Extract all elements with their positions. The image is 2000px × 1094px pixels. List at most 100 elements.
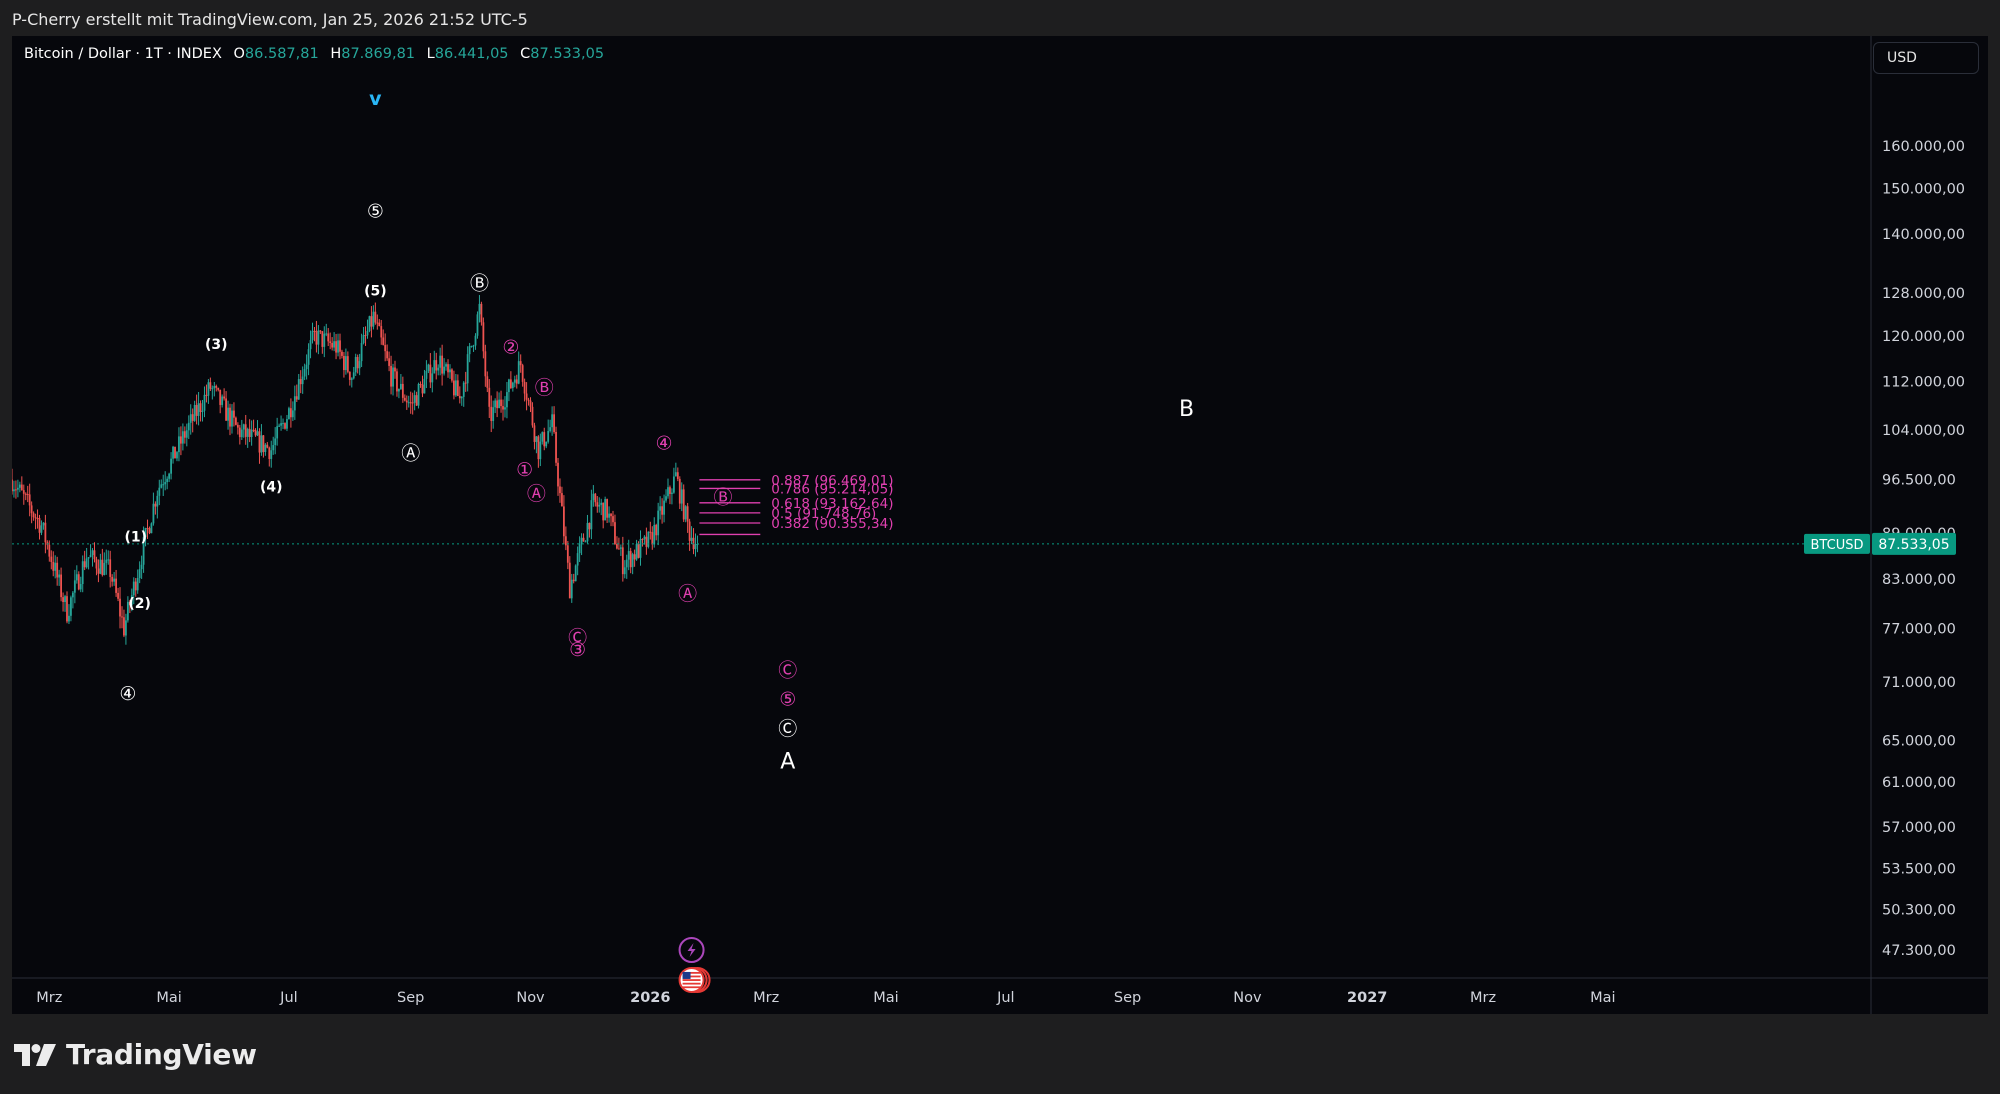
candle[interactable] <box>146 519 149 539</box>
candle[interactable] <box>527 397 530 406</box>
candle[interactable] <box>417 382 420 409</box>
candle[interactable] <box>492 400 495 429</box>
candle[interactable] <box>117 587 119 602</box>
candle[interactable] <box>211 385 214 400</box>
candle[interactable] <box>449 364 451 379</box>
candle[interactable] <box>215 384 218 392</box>
candle[interactable] <box>525 382 528 411</box>
candle[interactable] <box>197 391 200 426</box>
candle[interactable] <box>337 333 339 357</box>
candle[interactable] <box>89 544 92 558</box>
candle[interactable] <box>612 510 614 527</box>
candle[interactable] <box>71 591 74 609</box>
candle[interactable] <box>327 328 330 347</box>
candle[interactable] <box>604 496 607 521</box>
candle[interactable] <box>441 344 444 386</box>
candle[interactable] <box>227 400 229 430</box>
candle[interactable] <box>539 433 542 467</box>
candle[interactable] <box>464 371 467 392</box>
candle[interactable] <box>266 442 269 449</box>
candle[interactable] <box>568 556 571 599</box>
candle[interactable] <box>256 420 259 437</box>
candle[interactable] <box>152 492 155 526</box>
candle[interactable] <box>627 539 630 571</box>
candle[interactable] <box>692 528 695 555</box>
candle[interactable] <box>274 427 277 455</box>
currency-selector[interactable]: USD <box>1873 42 1979 74</box>
wave-label[interactable]: Ⓑ <box>470 273 489 295</box>
candle[interactable] <box>362 326 365 345</box>
candle[interactable] <box>629 547 632 574</box>
candle[interactable] <box>407 395 410 408</box>
candle[interactable] <box>608 506 610 523</box>
candle[interactable] <box>105 549 108 575</box>
candle[interactable] <box>531 402 534 428</box>
candle[interactable] <box>166 476 169 490</box>
candle[interactable] <box>458 386 461 404</box>
candle[interactable] <box>667 478 669 499</box>
candle[interactable] <box>466 346 469 392</box>
candle[interactable] <box>158 479 161 506</box>
candle[interactable] <box>288 406 290 420</box>
candle[interactable] <box>472 344 475 352</box>
candle[interactable] <box>456 374 459 397</box>
candle[interactable] <box>205 384 208 403</box>
candle[interactable] <box>311 322 314 344</box>
candle[interactable] <box>384 333 387 362</box>
candle[interactable] <box>64 594 66 612</box>
candle[interactable] <box>223 388 226 401</box>
candle[interactable] <box>370 306 373 338</box>
candle[interactable] <box>435 352 438 380</box>
candle[interactable] <box>382 329 385 346</box>
candle[interactable] <box>623 560 626 579</box>
candle[interactable] <box>553 406 555 434</box>
candle[interactable] <box>238 424 241 445</box>
candle[interactable] <box>121 606 123 629</box>
candle[interactable] <box>671 488 673 505</box>
candle[interactable] <box>189 404 192 435</box>
candle[interactable] <box>276 417 279 446</box>
candle[interactable] <box>682 484 685 522</box>
candle[interactable] <box>20 476 23 491</box>
candle[interactable] <box>209 377 212 391</box>
candle[interactable] <box>87 557 90 570</box>
candle[interactable] <box>460 396 463 406</box>
candle[interactable] <box>268 446 271 467</box>
candle[interactable] <box>79 576 82 593</box>
candle[interactable] <box>70 595 72 622</box>
candle[interactable] <box>150 522 153 534</box>
candle[interactable] <box>115 569 117 597</box>
candle[interactable] <box>570 573 573 603</box>
candle[interactable] <box>185 423 188 447</box>
wave-label[interactable]: ④ <box>119 683 136 705</box>
candle[interactable] <box>24 492 27 501</box>
candle[interactable] <box>590 489 593 540</box>
candle[interactable] <box>18 481 21 493</box>
candle[interactable] <box>360 333 363 367</box>
candle[interactable] <box>686 502 689 533</box>
candle[interactable] <box>138 561 141 584</box>
candle[interactable] <box>504 396 506 418</box>
candle[interactable] <box>561 486 563 507</box>
candle[interactable] <box>119 587 121 629</box>
wave-label[interactable]: ⑤ <box>367 201 384 223</box>
wave-label[interactable]: ④ <box>656 433 673 455</box>
candle[interactable] <box>409 391 412 414</box>
candle[interactable] <box>317 325 320 355</box>
candle[interactable] <box>260 424 263 456</box>
candle[interactable] <box>284 422 286 430</box>
candle[interactable] <box>639 530 642 566</box>
candle[interactable] <box>509 371 512 390</box>
candle[interactable] <box>352 366 355 380</box>
candle[interactable] <box>563 495 565 545</box>
candle[interactable] <box>356 354 359 374</box>
candle[interactable] <box>614 514 616 546</box>
candle[interactable] <box>42 522 45 530</box>
candle[interactable] <box>480 301 483 326</box>
candle[interactable] <box>180 426 182 456</box>
candle[interactable] <box>178 427 180 462</box>
symbol-legend[interactable]: Bitcoin / Dollar · 1T · INDEX O86.587,81… <box>24 46 604 62</box>
candle[interactable] <box>476 311 479 339</box>
candle[interactable] <box>193 400 196 422</box>
candle[interactable] <box>295 384 298 402</box>
